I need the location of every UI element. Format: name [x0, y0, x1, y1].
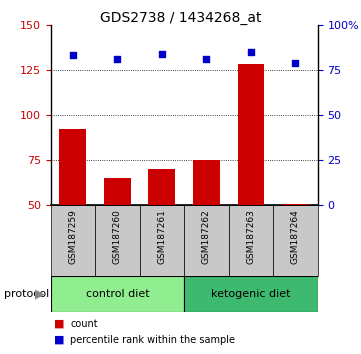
Bar — [238, 64, 264, 205]
Bar — [104, 178, 131, 205]
Text: ▶: ▶ — [35, 287, 44, 300]
Point — [292, 60, 298, 65]
Text: GSM187261: GSM187261 — [157, 209, 166, 264]
Text: ketogenic diet: ketogenic diet — [211, 289, 291, 299]
Text: protocol: protocol — [4, 289, 49, 299]
Text: GSM187263: GSM187263 — [247, 209, 255, 264]
Bar — [148, 169, 175, 205]
Point — [114, 56, 120, 62]
Bar — [184, 205, 229, 276]
Bar — [140, 205, 184, 276]
Text: control diet: control diet — [86, 289, 149, 299]
Bar — [193, 160, 220, 205]
Point — [204, 56, 209, 62]
Text: GDS2738 / 1434268_at: GDS2738 / 1434268_at — [100, 11, 261, 25]
Bar — [60, 130, 86, 205]
Text: ■: ■ — [54, 335, 65, 345]
Point — [159, 51, 165, 57]
Bar — [229, 205, 273, 276]
Point — [248, 49, 254, 55]
Text: GSM187259: GSM187259 — [68, 209, 77, 264]
Text: ■: ■ — [54, 319, 65, 329]
Text: percentile rank within the sample: percentile rank within the sample — [70, 335, 235, 345]
Point — [70, 53, 76, 58]
Text: count: count — [70, 319, 98, 329]
Text: GSM187262: GSM187262 — [202, 209, 211, 264]
Bar — [273, 205, 318, 276]
Bar — [184, 276, 318, 312]
Text: GSM187264: GSM187264 — [291, 209, 300, 264]
Bar — [95, 205, 140, 276]
Bar — [282, 204, 309, 205]
Bar — [51, 205, 95, 276]
Bar — [51, 276, 184, 312]
Text: GSM187260: GSM187260 — [113, 209, 122, 264]
